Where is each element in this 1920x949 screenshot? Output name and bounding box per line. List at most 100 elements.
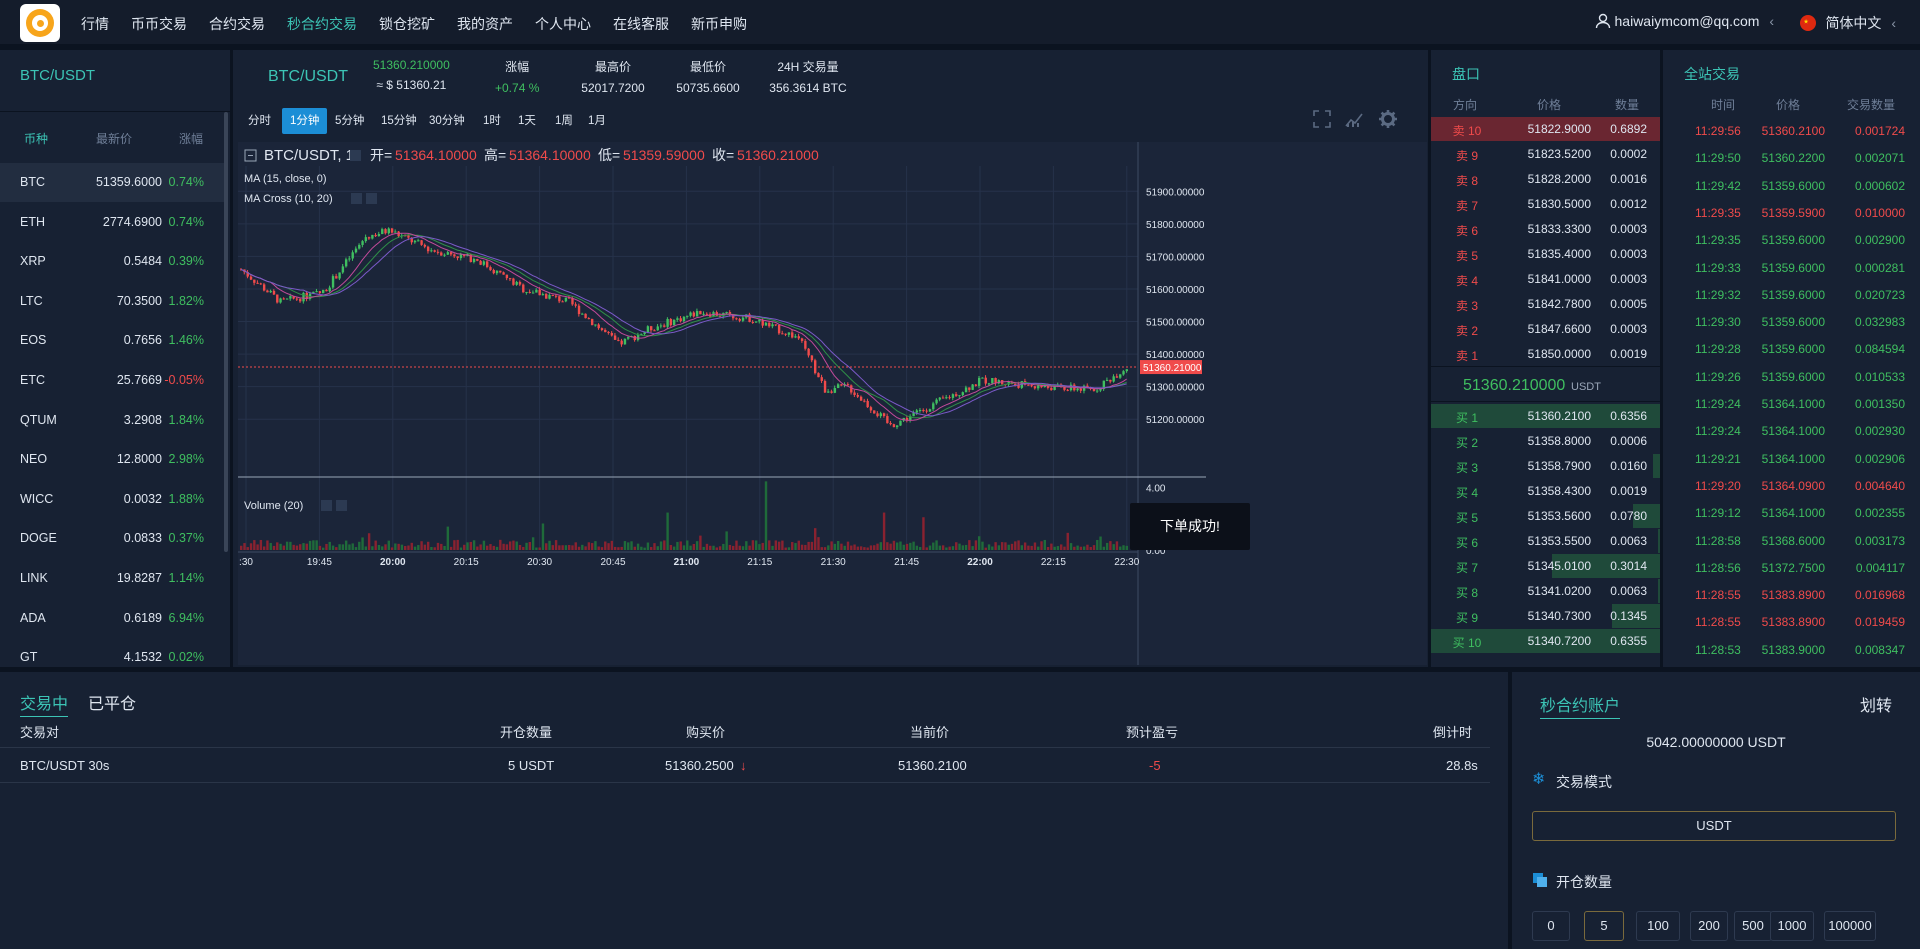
nav-item-contract[interactable]: 合约交易 [209, 16, 265, 32]
bid-row[interactable]: 买 6 51353.5500 0.0063 [1431, 529, 1660, 553]
volume-label: Volume (20) [244, 500, 303, 512]
nav-item-ipo[interactable]: 新币申购 [691, 16, 747, 32]
bid-row[interactable]: 买 8 51341.0200 0.0063 [1431, 579, 1660, 603]
market-row[interactable]: QTUM 3.2908 1.84% [0, 401, 226, 440]
interval-tab[interactable]: 30分钟 [429, 115, 465, 127]
volume-bar [564, 545, 568, 550]
gear-icon[interactable] [1378, 109, 1398, 129]
bid-row[interactable]: 买 10 51340.7200 0.6355 [1431, 629, 1660, 653]
volume-bar [371, 546, 374, 550]
col-price[interactable]: 最新价 [96, 132, 133, 146]
market-row[interactable]: GT 4.1532 0.02% [0, 638, 226, 677]
interval-tab[interactable]: 1天 [518, 115, 536, 127]
price-chart[interactable]: 51900.00000 51800.00000 51700.00000 51600.0… [238, 142, 1427, 665]
market-row[interactable]: EOS 0.7656 1.46% [0, 321, 226, 360]
nav-item-staking[interactable]: 锁仓挖矿 [379, 16, 435, 32]
ask-row[interactable]: 卖 4 51841.0000 0.0003 [1431, 267, 1660, 291]
market-row[interactable]: WICC 0.0032 1.88% [0, 480, 226, 519]
volume-bar [817, 537, 820, 550]
col-coin[interactable]: 币种 [24, 132, 49, 146]
user-menu[interactable]: haiwaiymcom@qq.com ‹ [1595, 13, 1774, 29]
trade-row: 11:28:55 51383.8900 0.016968 [1663, 582, 1920, 608]
col-pair: 交易对 [20, 725, 60, 740]
col-change[interactable]: 涨幅 [179, 132, 204, 146]
indicator-ma-cross[interactable]: MA Cross (10, 20) [244, 193, 333, 205]
nav-item-spot[interactable]: 币币交易 [131, 16, 187, 32]
interval-tab[interactable]: 1时 [483, 115, 501, 127]
bid-row[interactable]: 买 4 51358.4300 0.0019 [1431, 479, 1660, 503]
market-row[interactable]: LTC 70.3500 1.82% [0, 282, 226, 321]
ask-row[interactable]: 卖 8 51828.2000 0.0016 [1431, 167, 1660, 191]
amount-button[interactable]: 100000 [1824, 911, 1876, 941]
tab-closed-orders[interactable]: 已平仓 [88, 696, 137, 713]
ask-row[interactable]: 卖 7 51830.5000 0.0012 [1431, 192, 1660, 216]
ask-row[interactable]: 卖 10 51822.9000 0.6892 [1431, 117, 1660, 141]
bid-row[interactable]: 买 3 51358.7900 0.0160 [1431, 454, 1660, 478]
tab-open-orders[interactable]: 交易中 [20, 690, 69, 717]
trade-row: 11:29:30 51359.6000 0.032983 [1663, 309, 1920, 335]
interval-tab[interactable]: 5分钟 [335, 115, 365, 127]
volume-bar [344, 540, 348, 550]
ask-row[interactable]: 卖 1 51850.0000 0.0019 [1431, 342, 1660, 366]
candlestick-chart-svg[interactable]: 51900.00000 51800.00000 51700.00000 51600.0… [238, 142, 1427, 665]
amount-button[interactable]: 200 [1690, 911, 1728, 941]
indicator-icon[interactable] [1345, 110, 1363, 128]
bid-row[interactable]: 买 1 51360.2100 0.6356 [1431, 404, 1660, 428]
trade-mode-select[interactable]: USDT [1532, 811, 1896, 841]
volume-bar [443, 545, 446, 550]
nav-item-second-contract[interactable]: 秒合约交易 [287, 16, 357, 32]
bid-row[interactable]: 买 9 51340.7300 0.1345 [1431, 604, 1660, 628]
ask-side: 卖 6 [1455, 224, 1478, 238]
ask-row[interactable]: 卖 9 51823.5200 0.0002 [1431, 142, 1660, 166]
bid-row[interactable]: 买 7 51345.0100 0.3014 [1431, 554, 1660, 578]
scrollbar[interactable] [224, 112, 228, 552]
market-row[interactable]: DOGE 0.0833 0.37% [0, 519, 226, 558]
ask-row[interactable]: 卖 6 51833.3300 0.0003 [1431, 217, 1660, 241]
bid-row[interactable]: 买 5 51353.5600 0.0780 [1431, 504, 1660, 528]
market-row[interactable]: ETC 25.7669 -0.05% [0, 361, 226, 400]
candle [909, 416, 912, 420]
ask-row[interactable]: 卖 5 51835.4000 0.0003 [1431, 242, 1660, 266]
logo[interactable] [20, 4, 60, 42]
language-selector[interactable]: 简体中文 ‹ [1799, 13, 1896, 33]
amount-button[interactable]: 1000 [1770, 911, 1814, 941]
settings-mini-icon[interactable] [350, 150, 361, 161]
amount-button[interactable]: 0 [1532, 911, 1570, 941]
market-change: 1.46% [168, 333, 204, 348]
fullscreen-icon[interactable] [1313, 110, 1331, 128]
nav-item-profile[interactable]: 个人中心 [535, 16, 591, 32]
candle [335, 276, 338, 279]
market-row[interactable]: XRP 0.5484 0.39% [0, 242, 226, 281]
account-title[interactable]: 秒合约账户 [1540, 692, 1621, 719]
market-row[interactable]: ADA 0.6189 6.94% [0, 599, 226, 638]
ask-row[interactable]: 卖 3 51842.7800 0.0005 [1431, 292, 1660, 316]
candle [886, 416, 889, 423]
candle [282, 298, 286, 300]
volume-bar [702, 546, 705, 550]
amount-button[interactable]: 100 [1636, 911, 1680, 941]
interval-tab[interactable]: 15分钟 [381, 115, 417, 127]
amount-button[interactable]: 5 [1584, 911, 1624, 941]
candle [938, 397, 942, 400]
candle [325, 289, 328, 292]
interval-tab[interactable]: 1周 [555, 115, 573, 127]
transfer-button[interactable]: 划转 [1859, 698, 1892, 715]
collapse-icon[interactable] [244, 149, 257, 162]
x-tick-label: 20:00 [380, 557, 406, 568]
market-row[interactable]: BTC 51359.6000 0.74% [0, 163, 226, 202]
market-row[interactable]: LINK 19.8287 1.14% [0, 559, 226, 598]
interval-tab[interactable]: 1月 [588, 115, 606, 127]
amount-button[interactable]: 500 [1734, 911, 1772, 941]
nav-item-support[interactable]: 在线客服 [613, 16, 669, 32]
ask-row[interactable]: 卖 2 51847.6600 0.0003 [1431, 317, 1660, 341]
interval-tab[interactable]: 分时 [248, 115, 271, 127]
bid-row[interactable]: 买 2 51358.8000 0.0006 [1431, 429, 1660, 453]
volume-bar [456, 539, 459, 550]
volume-bar [269, 542, 272, 550]
market-row[interactable]: NEO 12.8000 2.98% [0, 440, 226, 479]
nav-item-assets[interactable]: 我的资产 [457, 16, 513, 32]
interval-tab[interactable]: 1分钟 [282, 108, 328, 134]
indicator-ma[interactable]: MA (15, close, 0) [244, 173, 327, 185]
nav-item-market[interactable]: 行情 [81, 16, 109, 32]
market-row[interactable]: ETH 2774.6900 0.74% [0, 203, 226, 242]
